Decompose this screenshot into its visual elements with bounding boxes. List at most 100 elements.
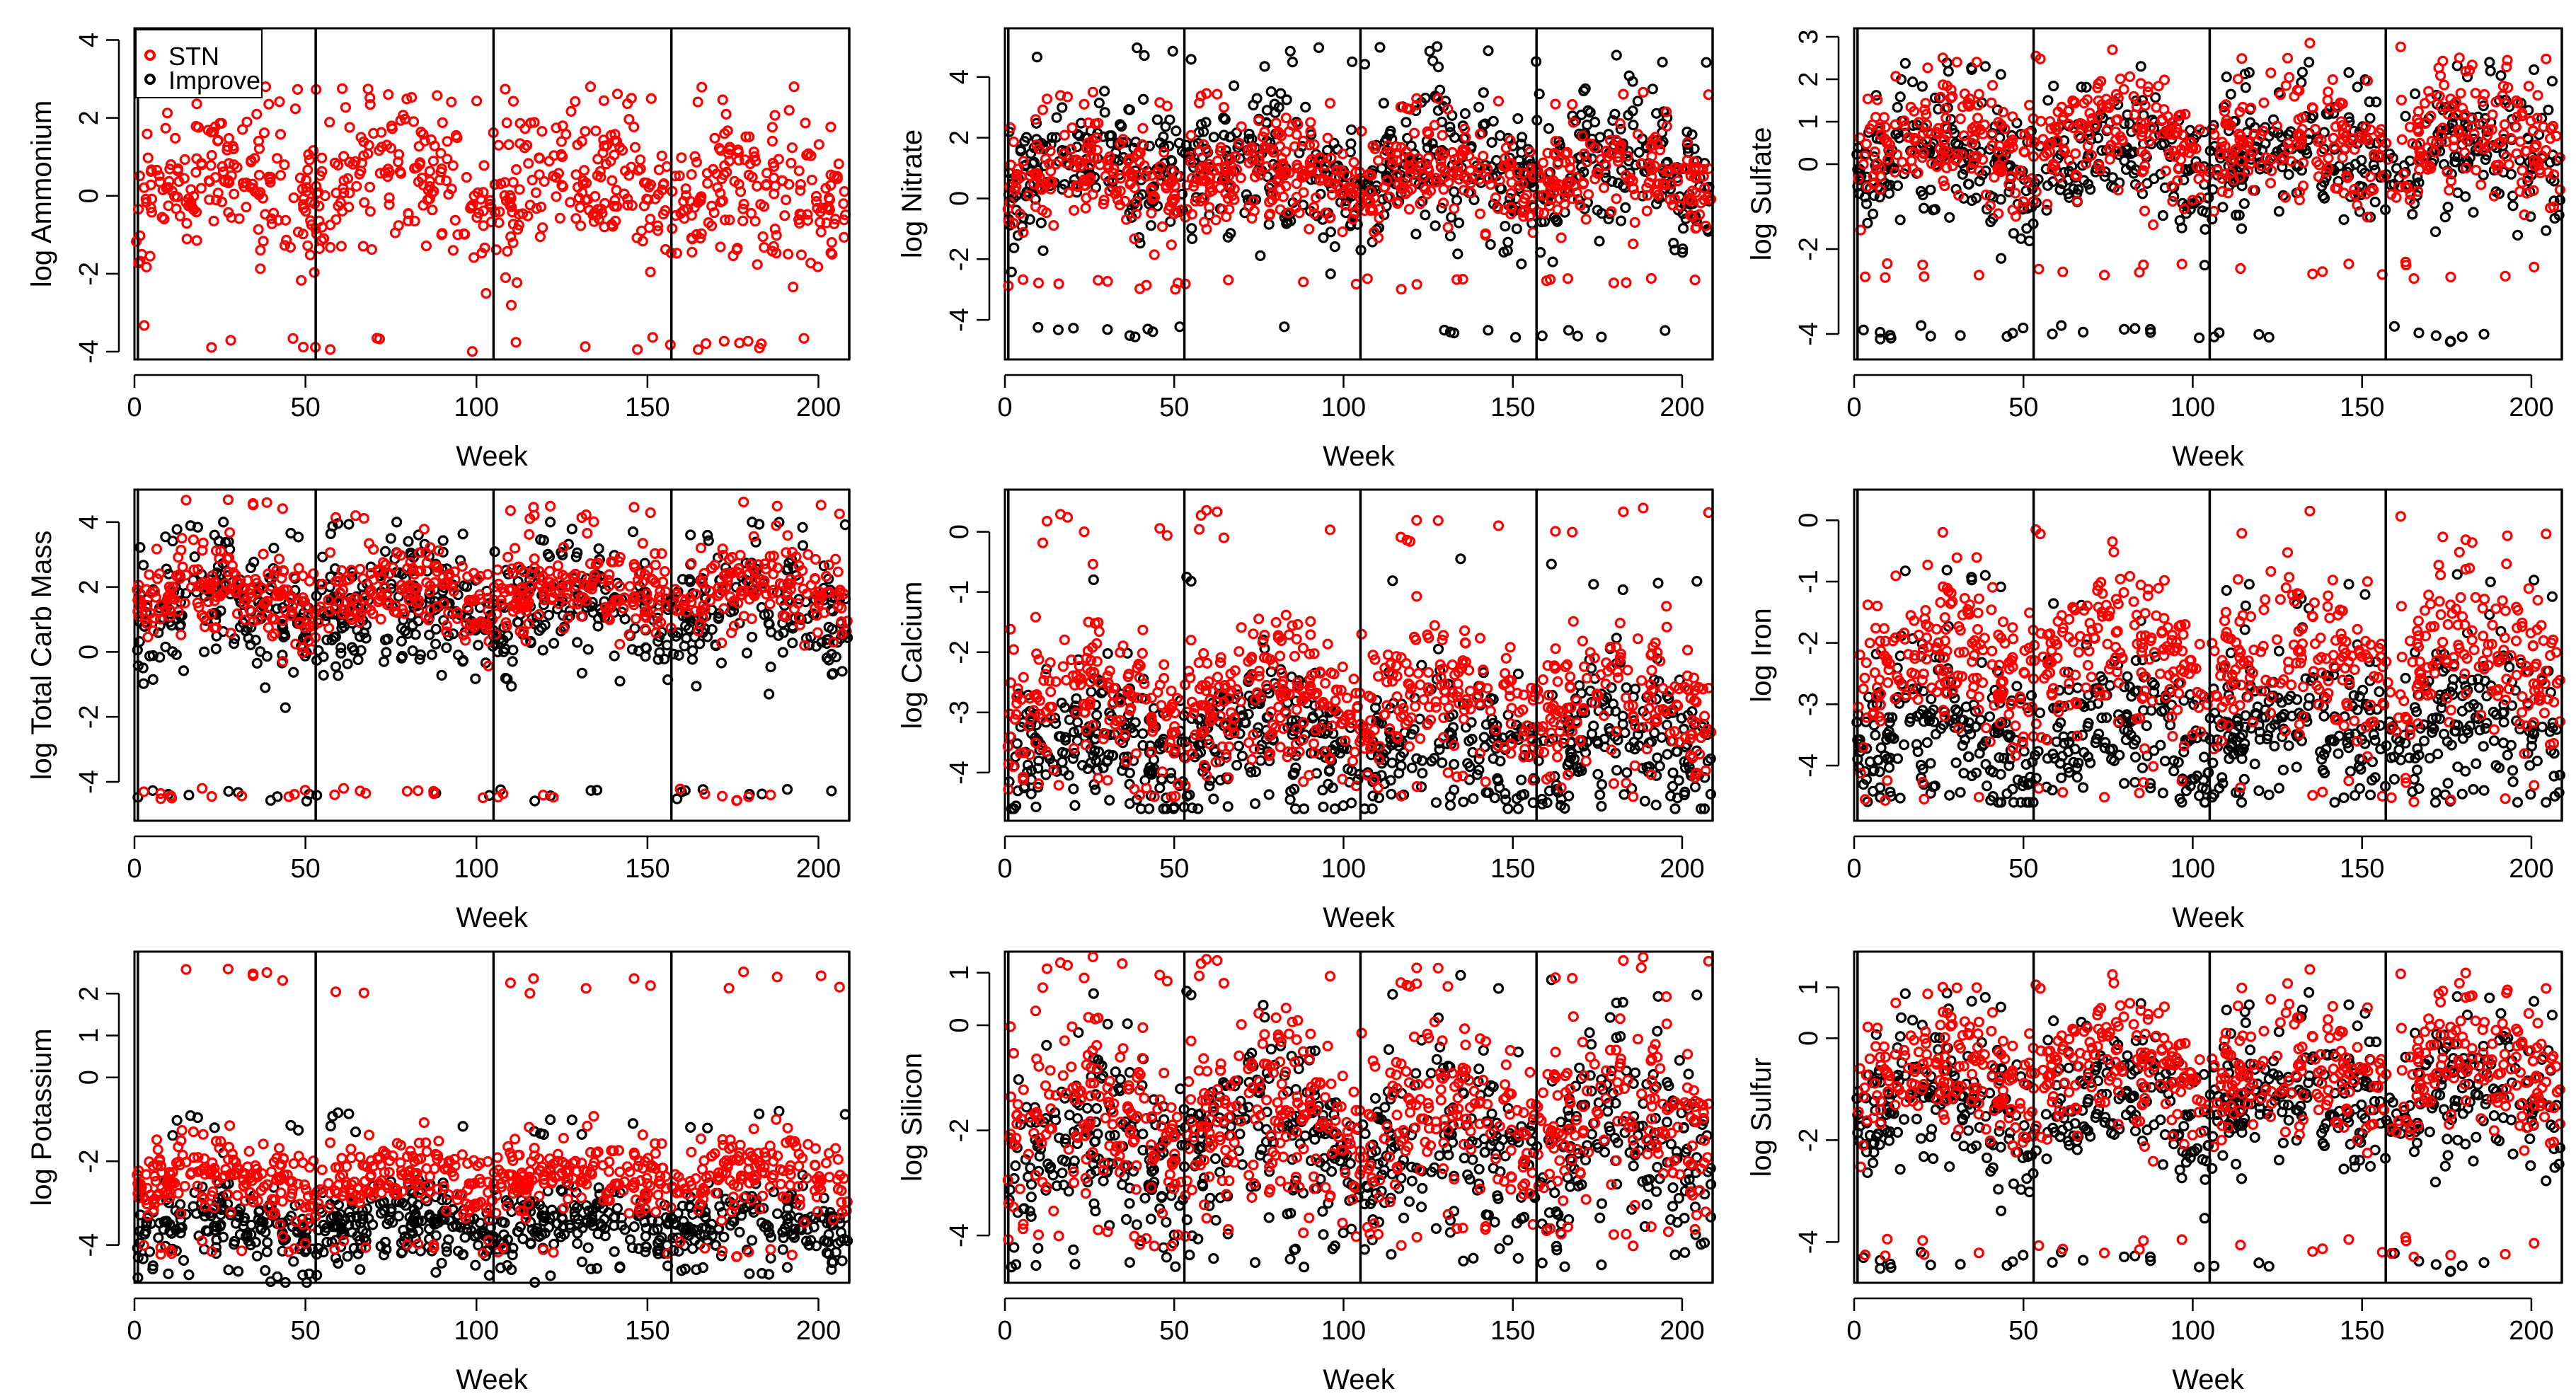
data-point-stn [512,224,524,235]
data-point-improve [1628,120,1639,131]
data-point-stn [738,198,749,210]
data-point-stn [338,188,350,199]
data-point-stn [427,204,438,216]
data-point-stn [576,136,587,147]
data-point-stn [337,205,348,217]
data-point-stn [588,216,600,227]
data-point-stn [598,95,610,106]
data-point-stn [316,152,328,163]
data-point-improve [1410,229,1422,240]
y-tick-label: 1 [1794,114,1824,129]
data-point-stn [144,250,156,262]
data-point-stn [403,208,414,219]
data-point-stn [786,157,797,169]
data-point-stn [719,128,730,139]
data-point-stn [478,160,490,171]
data-point-stn [253,143,265,154]
data-point-improve [1543,123,1554,134]
x-tick-label: 100 [454,854,499,884]
data-point-stn [418,129,429,140]
data-point-stn [449,214,461,226]
data-point-stn [415,127,427,138]
data-point-improve [1453,217,1465,229]
data-point-stn [806,174,818,185]
data-point-stn [802,214,814,226]
data-point-stn [161,108,173,119]
data-point-stn [510,337,522,348]
data-point-stn [436,163,447,175]
data-point-stn [258,236,269,247]
data-point-stn [225,335,236,346]
data-point-stn [316,221,328,233]
y-tick-label: -2 [74,705,104,729]
data-point-stn [619,165,631,176]
data-point-stn [452,132,463,144]
data-point-stn [461,172,472,183]
data-point-stn [381,139,393,151]
data-point-stn [556,180,568,191]
data-point-stn [255,263,266,275]
data-point-stn [592,154,604,165]
data-point-improve [1547,256,1558,267]
data-point-stn [522,210,534,221]
y-tick-label: -4 [1794,322,1824,346]
data-point-stn [645,266,656,277]
data-point-stn [609,149,620,161]
data-point-stn [711,168,723,180]
data-point-stn [275,129,287,140]
data-point-stn [419,135,430,146]
data-point-stn [557,120,568,132]
data-point-stn [507,237,519,248]
data-point-stn [821,217,832,229]
x-tick-label: 50 [290,393,320,422]
x-tick-label: 50 [290,854,320,884]
data-point-stn [812,202,823,214]
data-point-stn [344,122,355,133]
y-tick-label: 2 [74,110,104,125]
data-point-stn [422,185,434,196]
data-point-stn [172,163,184,175]
data-point-stn [717,94,728,105]
data-point-stn [674,170,685,182]
x-tick-label: 0 [127,854,142,884]
y-tick-label: 2 [1794,71,1824,86]
data-point-stn [813,139,824,150]
data-point-stn [325,242,336,253]
data-point-stn [398,110,409,121]
data-point-stn [364,206,376,217]
data-point-improve [1167,45,1178,57]
data-point-improve [1436,202,1447,214]
x-tick-label: 150 [625,854,669,884]
x-tick-label: 100 [454,393,499,422]
data-point-stn [632,344,643,355]
data-point-stn [292,83,304,96]
data-point-stn [680,183,691,195]
data-point-stn [611,201,623,212]
data-points [131,81,851,357]
y-tick-label: 4 [74,514,104,529]
data-point-stn [820,183,832,194]
data-point-improve [1139,50,1150,62]
data-point-stn [368,127,379,139]
data-point-stn [139,320,150,331]
data-point-stn [769,188,780,200]
data-point-stn [208,215,219,226]
data-point-stn [812,261,824,272]
y-tick-label: 3 [1794,29,1824,44]
data-point-improve [1052,324,1064,335]
data-point-stn [393,149,405,160]
data-point-stn [447,160,459,171]
data-point-stn [833,158,844,170]
data-point-stn [782,248,794,260]
data-point-stn [178,173,190,184]
data-point-stn [523,158,534,169]
data-point-stn [652,220,664,231]
data-point-stn [501,117,512,129]
data-point-stn [479,242,490,253]
data-point-stn [626,93,637,104]
y-axis-label: log Sulfate [1746,127,1777,260]
x-tick-label: 50 [2008,393,2038,422]
y-axis-label: log Total Carb Mass [26,531,57,780]
data-point-stn [424,166,436,177]
